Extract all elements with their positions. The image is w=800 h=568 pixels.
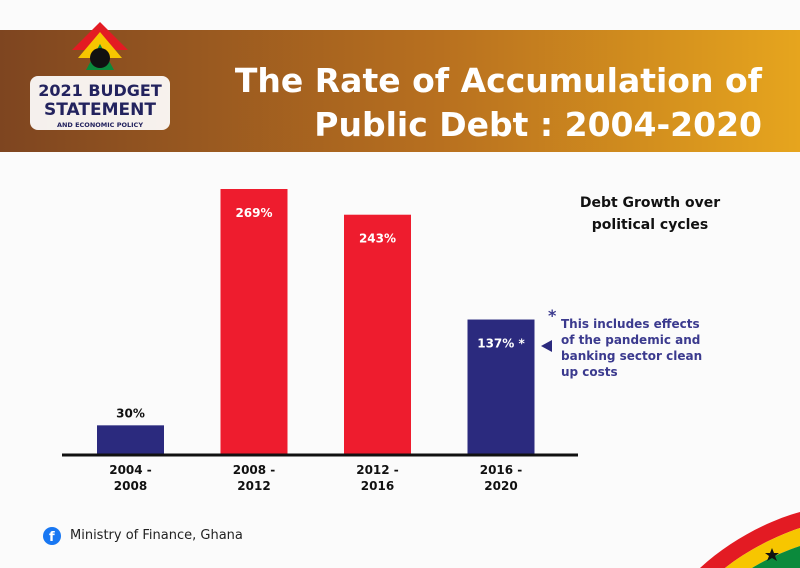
logo-emblem bbox=[72, 22, 128, 70]
logo-line: STATEMENT bbox=[44, 100, 156, 120]
bar bbox=[344, 214, 411, 455]
bar bbox=[467, 319, 535, 455]
x-tick-label: 2008 - 2012 bbox=[232, 463, 276, 493]
bar bbox=[97, 425, 164, 455]
footer: Ministry of Finance, Ghana bbox=[70, 528, 243, 543]
facebook-icon bbox=[43, 527, 61, 545]
x-tick-label: 2016 - 2020 bbox=[479, 463, 523, 493]
footnote-marker: * bbox=[548, 306, 557, 325]
value-label: 137% * bbox=[477, 337, 525, 351]
logo-backing bbox=[30, 76, 170, 130]
value-label: 30% bbox=[116, 406, 145, 420]
value-label: 243% bbox=[359, 232, 396, 246]
bar bbox=[220, 189, 288, 455]
chart-title: The Rate of Accumulation of bbox=[235, 61, 763, 100]
value-label: 269% bbox=[235, 206, 272, 220]
footnote: This includes effects of the pandemic an… bbox=[561, 317, 703, 379]
x-tick-label: 2004 - 2008 bbox=[109, 463, 152, 493]
logo-line: AND ECONOMIC POLICY bbox=[57, 121, 143, 129]
annotation: Debt Growth over political cycles bbox=[579, 195, 721, 233]
flag bbox=[700, 512, 800, 568]
logo-line: 2021 BUDGET bbox=[38, 81, 162, 100]
pointer bbox=[541, 340, 552, 352]
x-tick-label: 2012 - 2016 bbox=[356, 463, 399, 493]
facebook-glyph: f bbox=[49, 530, 55, 545]
chart-title: Public Debt : 2004-2020 bbox=[314, 105, 762, 144]
